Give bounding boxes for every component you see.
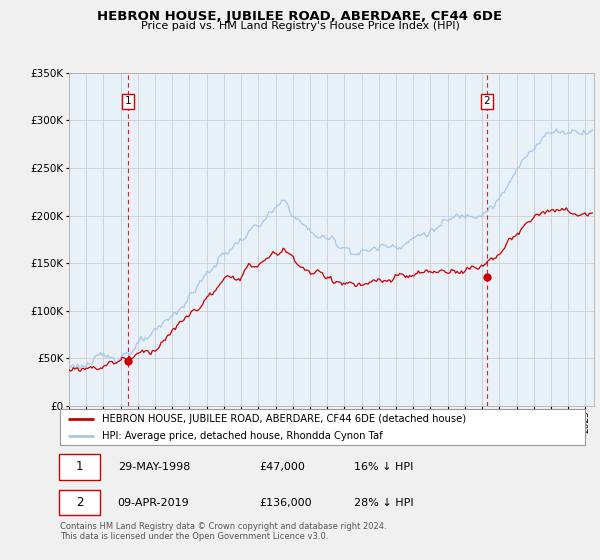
Text: 1: 1 [76, 460, 83, 473]
Text: Price paid vs. HM Land Registry's House Price Index (HPI): Price paid vs. HM Land Registry's House … [140, 21, 460, 31]
FancyBboxPatch shape [59, 454, 100, 479]
Text: HPI: Average price, detached house, Rhondda Cynon Taf: HPI: Average price, detached house, Rhon… [102, 431, 383, 441]
Text: £47,000: £47,000 [260, 462, 305, 472]
Text: 2: 2 [484, 96, 490, 106]
Text: 28% ↓ HPI: 28% ↓ HPI [354, 498, 413, 507]
Text: 2: 2 [76, 496, 83, 509]
FancyBboxPatch shape [59, 490, 100, 515]
Text: HEBRON HOUSE, JUBILEE ROAD, ABERDARE, CF44 6DE (detached house): HEBRON HOUSE, JUBILEE ROAD, ABERDARE, CF… [102, 414, 466, 424]
Text: £136,000: £136,000 [260, 498, 312, 507]
Text: Contains HM Land Registry data © Crown copyright and database right 2024.
This d: Contains HM Land Registry data © Crown c… [60, 522, 386, 542]
Text: 16% ↓ HPI: 16% ↓ HPI [354, 462, 413, 472]
Text: 29-MAY-1998: 29-MAY-1998 [118, 462, 190, 472]
Text: 1: 1 [124, 96, 131, 106]
Text: HEBRON HOUSE, JUBILEE ROAD, ABERDARE, CF44 6DE: HEBRON HOUSE, JUBILEE ROAD, ABERDARE, CF… [97, 10, 503, 23]
Text: 09-APR-2019: 09-APR-2019 [118, 498, 190, 507]
